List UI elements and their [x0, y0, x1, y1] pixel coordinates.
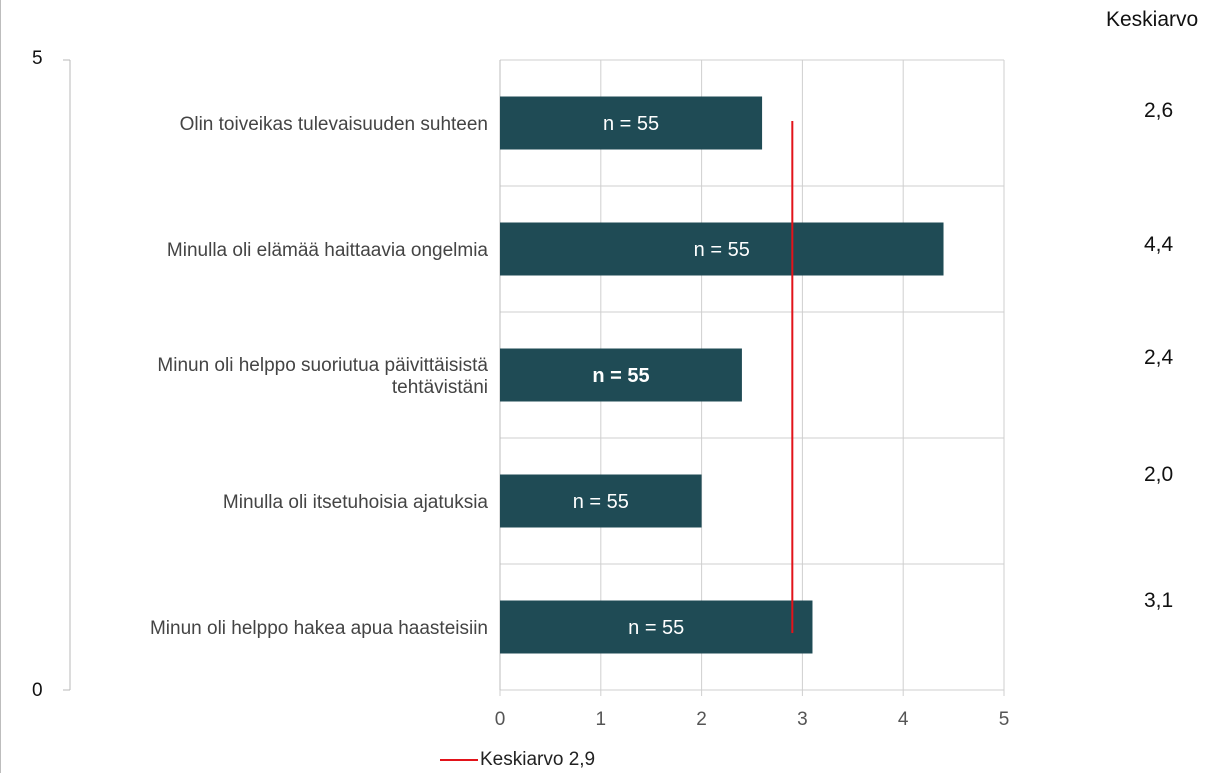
x-tick-label: 3: [797, 709, 808, 730]
mean-value: 2,4: [1144, 346, 1174, 369]
legend-mean-line-swatch: [440, 759, 478, 761]
bar-data-label: n = 55: [628, 617, 684, 639]
category-label: Olin toiveikas tulevaisuuden suhteen: [180, 114, 488, 135]
x-tick-label: 1: [596, 709, 607, 730]
mean-value: 4,4: [1144, 233, 1174, 256]
category-label: Minulla oli elämää haittaavia ongelmia: [167, 240, 489, 261]
mean-value: 2,6: [1144, 99, 1174, 122]
bar-data-label: n = 55: [573, 491, 629, 513]
x-tick-label: 2: [696, 709, 707, 730]
mean-column-header: Keskiarvo: [1106, 8, 1199, 31]
category-label: tehtävistäni: [392, 377, 488, 398]
category-label: Minulla oli itsetuhoisia ajatuksia: [223, 492, 489, 513]
side-axis-top-label: 5: [32, 48, 43, 69]
bar: [500, 348, 742, 402]
bar-data-label: n = 55: [603, 113, 659, 135]
chart-legend: Keskiarvo 2,9: [440, 747, 595, 773]
bar: [500, 474, 702, 528]
category-label: Minun oli helppo suoriutua päivittäisist…: [157, 355, 488, 376]
bar-data-label: n = 55: [592, 365, 649, 387]
bar: [500, 222, 944, 276]
bar: [500, 96, 763, 150]
category-label: Minun oli helppo hakea apua haasteisiin: [150, 618, 488, 639]
bar: [500, 600, 813, 654]
legend-label: Keskiarvo 2,9: [480, 749, 596, 770]
side-axis-bottom-label: 0: [32, 680, 43, 701]
bar-data-label: n = 55: [694, 239, 750, 261]
x-tick-label: 0: [495, 709, 506, 730]
panel-edge-line: [0, 0, 1, 773]
mean-value: 2,0: [1144, 463, 1174, 486]
mean-value: 3,1: [1144, 589, 1174, 612]
x-tick-label: 4: [898, 709, 909, 730]
x-tick-label: 5: [999, 709, 1010, 730]
